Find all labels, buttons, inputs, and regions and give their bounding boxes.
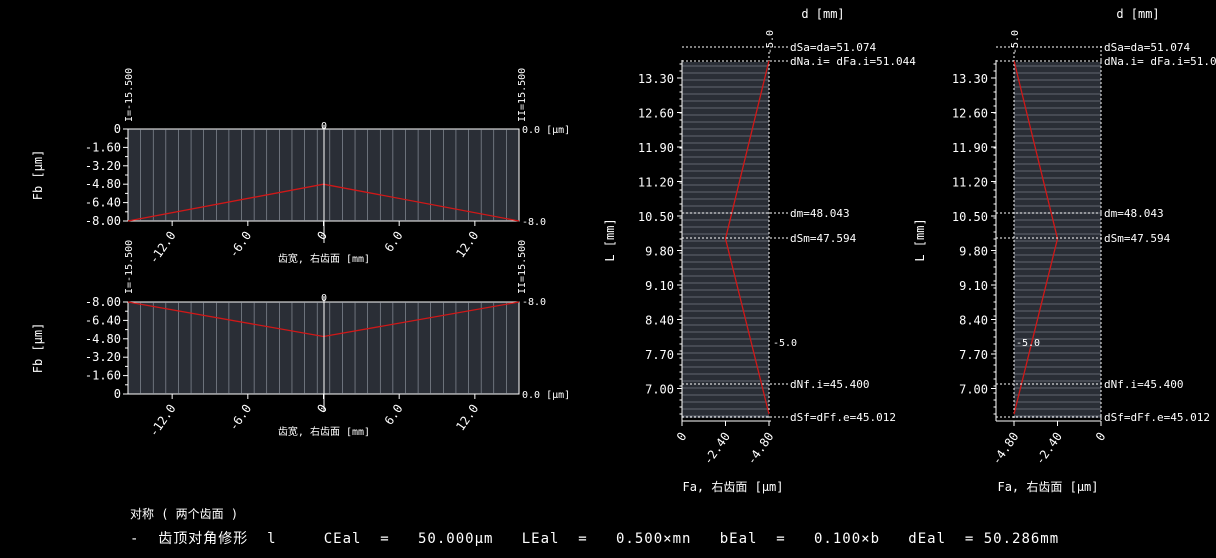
diameter-label: dSf=dFf.e=45.012 xyxy=(790,411,896,424)
y-tick-label: 0 xyxy=(114,387,121,401)
y-tick-label: 9.80 xyxy=(959,245,988,259)
x-tick-label: -4.80 xyxy=(744,430,776,468)
left-marker: I=-15.500 xyxy=(124,240,135,294)
right-bottom-label: 0.0 [µm] xyxy=(522,390,570,401)
y-tick-label: 8.40 xyxy=(645,314,674,328)
chart-upper: 0 I=-15.500 II=15.500 0.0 [µm] -8.0 Fb [… xyxy=(31,68,570,267)
series-line xyxy=(1013,60,1059,415)
y-tick-label: 0 xyxy=(114,122,121,136)
x-tick-label: 6.0 xyxy=(382,402,406,428)
x-axis-label: 齿宽, 右齿面 [mm] xyxy=(278,425,370,438)
x-tick-label: 12.0 xyxy=(453,229,481,261)
y-tick-label: 11.90 xyxy=(952,141,988,155)
diameter-label: dSm=47.594 xyxy=(790,232,857,245)
center-marker: 0 xyxy=(321,121,327,132)
y-tick-label: 7.70 xyxy=(645,348,674,362)
x-tick-label: -4.80 xyxy=(989,430,1021,468)
x-axis-label: Fa, 右齿面 [µm] xyxy=(997,479,1098,494)
left-marker: I=-15.500 xyxy=(124,68,135,122)
y-tick-label: 12.60 xyxy=(952,107,988,121)
chart-lower: 0 I=-15.500 II=15.500 -8.0 0.0 [µm] Fb [… xyxy=(31,240,570,440)
right-bottom-label: -8.0 xyxy=(522,217,546,228)
diameter-label: dNa.i= dFa.i=51.044 xyxy=(790,55,916,68)
center-marker: 0 xyxy=(321,293,327,304)
top-axis-label: d [mm] xyxy=(801,7,844,21)
y-axis-label: Fb [µm] xyxy=(31,150,45,201)
x-tick-label: 12.0 xyxy=(453,402,481,434)
series-line xyxy=(724,60,770,415)
diameter-label: dNf.i=45.400 xyxy=(790,378,869,391)
y-tick-label: -1.60 xyxy=(85,369,121,383)
top-marker: -5.0 xyxy=(765,30,776,54)
y-tick-label: 13.30 xyxy=(952,72,988,86)
y-tick-label: 11.20 xyxy=(952,176,988,190)
y-tick-label: 11.90 xyxy=(638,141,674,155)
footer-title: 对称 ( 两个齿面 ) xyxy=(130,507,239,521)
x-tick-label: 0 xyxy=(314,229,330,243)
x-axis-label: Fa, 右齿面 [µm] xyxy=(682,479,783,494)
y-tick-label: -3.20 xyxy=(85,350,121,364)
y-tick-label: 13.30 xyxy=(638,72,674,86)
diameter-label: dSa=da=51.074 xyxy=(790,41,876,54)
y-axis-label: L [mm] xyxy=(603,218,617,261)
y-tick-label: 8.40 xyxy=(959,314,988,328)
diameter-label: dNa.i= dFa.i=51.044 xyxy=(1104,55,1216,68)
top-axis-label: d [mm] xyxy=(1116,7,1159,21)
y-tick-label: -8.00 xyxy=(85,214,121,228)
y-tick-label: 12.60 xyxy=(638,107,674,121)
y-tick-label: -4.80 xyxy=(85,177,121,191)
right-marker: II=15.500 xyxy=(517,240,528,294)
y-tick-label: 7.70 xyxy=(959,348,988,362)
x-tick-label: 0 xyxy=(314,402,330,416)
y-tick-label: 11.20 xyxy=(638,176,674,190)
y-tick-label: 9.10 xyxy=(645,279,674,293)
diameter-label: dSa=da=51.074 xyxy=(1104,41,1190,54)
y-tick-label: 9.10 xyxy=(959,279,988,293)
x-tick-label: -6.0 xyxy=(226,402,254,434)
diameter-label: dm=48.043 xyxy=(790,207,850,220)
right-top-label: -8.0 xyxy=(522,297,546,308)
mid-marker: -5.0 xyxy=(773,338,797,349)
x-tick-label: 0 xyxy=(1093,430,1109,444)
x-tick-label: -2.40 xyxy=(1033,430,1065,468)
y-tick-label: -4.80 xyxy=(85,332,121,346)
diameter-label: dNf.i=45.400 xyxy=(1104,378,1183,391)
mid-marker: -5.0 xyxy=(1016,338,1040,349)
x-tick-label: -12.0 xyxy=(146,402,178,440)
x-axis-label: 齿宽, 右齿面 [mm] xyxy=(278,252,370,265)
x-tick-label: 6.0 xyxy=(382,229,406,255)
right-marker: II=15.500 xyxy=(517,68,528,122)
y-tick-label: -6.40 xyxy=(85,196,121,210)
y-axis-label: L [mm] xyxy=(913,218,927,261)
y-tick-label: 10.50 xyxy=(952,210,988,224)
diameter-label: dSm=47.594 xyxy=(1104,232,1171,245)
footer-parameters: - 齿顶对角修形 l CEal = 50.000µm LEal = 0.500×… xyxy=(130,531,1060,547)
diameter-label: dSf=dFf.e=45.012 xyxy=(1104,411,1210,424)
y-tick-label: -6.40 xyxy=(85,313,121,327)
diameter-label: dm=48.043 xyxy=(1104,207,1164,220)
y-tick-label: 10.50 xyxy=(638,210,674,224)
x-tick-label: 0 xyxy=(674,430,690,444)
y-tick-label: 9.80 xyxy=(645,245,674,259)
y-tick-label: 7.00 xyxy=(645,383,674,397)
right-top-label: 0.0 [µm] xyxy=(522,125,570,136)
y-axis-label: Fb [µm] xyxy=(31,323,45,374)
y-tick-label: -1.60 xyxy=(85,140,121,154)
y-tick-label: 7.00 xyxy=(959,383,988,397)
x-tick-label: -2.40 xyxy=(701,430,733,468)
y-tick-label: -8.00 xyxy=(85,295,121,309)
top-marker: -5.0 xyxy=(1010,30,1021,54)
y-tick-label: -3.20 xyxy=(85,159,121,173)
x-tick-label: -12.0 xyxy=(146,229,178,267)
x-tick-label: -6.0 xyxy=(226,229,254,261)
